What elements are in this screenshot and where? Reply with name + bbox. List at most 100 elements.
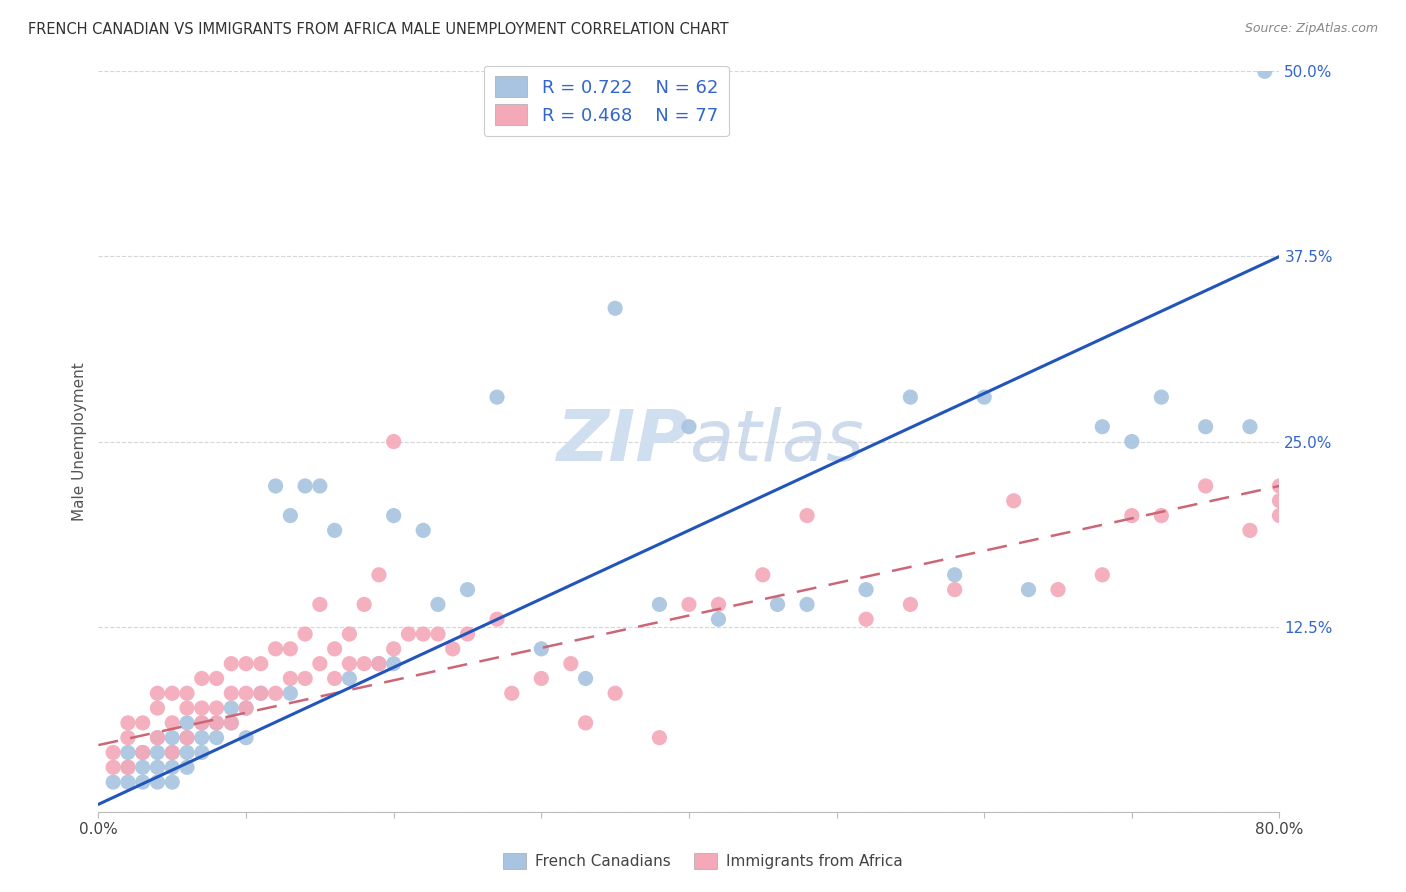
Point: [162, 715, 183, 730]
Point: [427, 627, 450, 641]
Point: [398, 627, 420, 641]
Point: [678, 598, 700, 612]
Point: [382, 641, 405, 656]
Point: [103, 760, 125, 774]
Point: [280, 686, 302, 700]
Point: [678, 419, 700, 434]
Point: [1046, 582, 1070, 597]
Point: [1018, 582, 1040, 597]
Point: [162, 746, 183, 760]
Point: [1239, 524, 1261, 538]
Point: [132, 746, 155, 760]
Point: [309, 598, 332, 612]
Point: [353, 598, 375, 612]
Point: [191, 701, 214, 715]
Point: [132, 760, 155, 774]
Point: [162, 731, 183, 745]
Point: [368, 657, 391, 671]
Point: [221, 715, 243, 730]
Point: [1195, 479, 1218, 493]
Point: [146, 701, 169, 715]
Point: [191, 715, 214, 730]
Point: [205, 731, 228, 745]
Point: [1268, 508, 1291, 523]
Point: [132, 775, 155, 789]
Point: [132, 746, 155, 760]
Text: Source: ZipAtlas.com: Source: ZipAtlas.com: [1244, 22, 1378, 36]
Point: [575, 715, 598, 730]
Point: [176, 731, 198, 745]
Point: [368, 657, 391, 671]
Point: [294, 479, 316, 493]
Text: FRENCH CANADIAN VS IMMIGRANTS FROM AFRICA MALE UNEMPLOYMENT CORRELATION CHART: FRENCH CANADIAN VS IMMIGRANTS FROM AFRIC…: [28, 22, 728, 37]
Legend: French Canadians, Immigrants from Africa: French Canadians, Immigrants from Africa: [498, 847, 908, 875]
Point: [796, 508, 818, 523]
Point: [1268, 493, 1291, 508]
Point: [1268, 479, 1291, 493]
Point: [339, 657, 361, 671]
Point: [560, 657, 582, 671]
Point: [1150, 390, 1173, 404]
Point: [412, 627, 434, 641]
Point: [323, 641, 346, 656]
Point: [382, 434, 405, 449]
Point: [1239, 419, 1261, 434]
Point: [1150, 508, 1173, 523]
Point: [103, 746, 125, 760]
Point: [280, 672, 302, 686]
Point: [339, 672, 361, 686]
Point: [235, 731, 257, 745]
Point: [176, 686, 198, 700]
Y-axis label: Male Unemployment: Male Unemployment: [72, 362, 87, 521]
Point: [943, 582, 966, 597]
Point: [221, 657, 243, 671]
Point: [412, 524, 434, 538]
Point: [205, 701, 228, 715]
Point: [294, 672, 316, 686]
Point: [457, 627, 479, 641]
Point: [250, 657, 273, 671]
Point: [235, 701, 257, 715]
Point: [205, 715, 228, 730]
Point: [900, 390, 922, 404]
Point: [280, 508, 302, 523]
Point: [501, 686, 523, 700]
Point: [280, 641, 302, 656]
Point: [103, 775, 125, 789]
Point: [1121, 434, 1143, 449]
Point: [264, 641, 287, 656]
Point: [294, 627, 316, 641]
Legend: R = 0.722    N = 62, R = 0.468    N = 77: R = 0.722 N = 62, R = 0.468 N = 77: [484, 66, 728, 136]
Point: [146, 775, 169, 789]
Point: [235, 686, 257, 700]
Point: [707, 612, 730, 626]
Point: [117, 746, 139, 760]
Point: [707, 598, 730, 612]
Point: [146, 746, 169, 760]
Point: [309, 479, 332, 493]
Point: [117, 715, 139, 730]
Point: [146, 731, 169, 745]
Point: [441, 641, 464, 656]
Point: [1002, 493, 1025, 508]
Point: [117, 760, 139, 774]
Point: [146, 760, 169, 774]
Point: [457, 582, 479, 597]
Point: [339, 627, 361, 641]
Point: [250, 686, 273, 700]
Point: [973, 390, 995, 404]
Point: [162, 760, 183, 774]
Point: [221, 715, 243, 730]
Point: [382, 508, 405, 523]
Point: [132, 715, 155, 730]
Point: [486, 390, 509, 404]
Point: [943, 567, 966, 582]
Point: [191, 672, 214, 686]
Point: [162, 686, 183, 700]
Point: [752, 567, 775, 582]
Point: [530, 641, 553, 656]
Point: [605, 686, 627, 700]
Point: [427, 598, 450, 612]
Point: [162, 775, 183, 789]
Point: [221, 701, 243, 715]
